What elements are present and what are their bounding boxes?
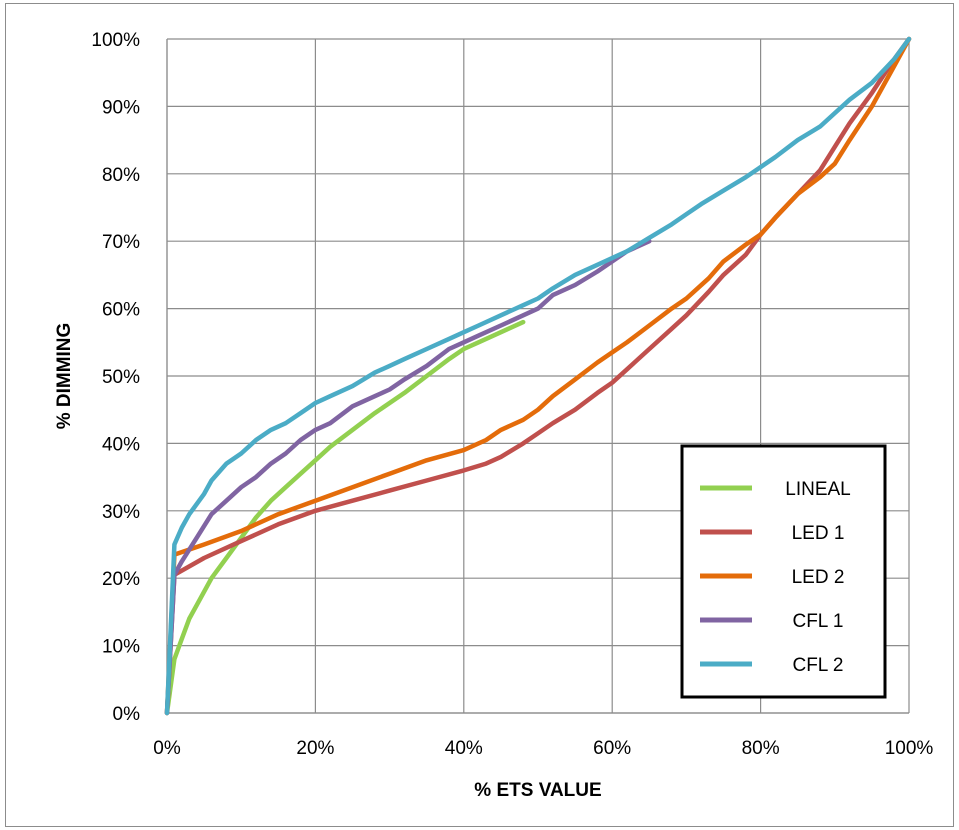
legend-label: LED 1 — [792, 523, 845, 544]
x-tick-label: 40% — [445, 738, 483, 759]
x-axis-title: % ETS VALUE — [474, 780, 601, 801]
y-tick-label: 80% — [102, 165, 140, 186]
y-tick-label: 60% — [102, 300, 140, 321]
y-tick-label: 20% — [102, 569, 140, 590]
y-tick-label: 50% — [102, 367, 140, 388]
legend-label: CFL 1 — [792, 611, 843, 632]
legend-box — [680, 444, 887, 699]
y-tick-label: 90% — [102, 97, 140, 118]
legend: LINEAL LED 1 LED 2 CFL 1 CFL 2 — [680, 444, 887, 699]
y-tick-label: 40% — [102, 434, 140, 455]
series-line-cfl-1 — [164, 238, 652, 716]
y-tick-label: 70% — [102, 232, 140, 253]
series-line-led-1 — [164, 36, 912, 716]
series-line-cfl-2 — [164, 36, 912, 716]
x-tick-labels: 0% 20% 40% 60% 80% 100% — [153, 738, 933, 759]
gridlines — [166, 38, 910, 714]
legend-label: CFL 2 — [792, 655, 843, 676]
legend-label: LED 2 — [792, 567, 845, 588]
y-tick-label: 100% — [91, 30, 140, 51]
x-tick-label: 100% — [885, 738, 934, 759]
y-tick-label: 10% — [102, 637, 140, 658]
y-tick-label: 30% — [102, 502, 140, 523]
x-tick-label: 0% — [153, 738, 181, 759]
series-line-lineal — [164, 319, 526, 716]
y-tick-label: 0% — [113, 704, 141, 725]
x-tick-label: 20% — [296, 738, 334, 759]
legend-label: LINEAL — [785, 479, 850, 500]
x-tick-label: 80% — [742, 738, 780, 759]
series-line-led-2 — [164, 36, 912, 716]
x-tick-label: 60% — [593, 738, 631, 759]
y-axis-title: % DIMMING — [54, 323, 75, 430]
series-lines — [164, 36, 912, 716]
y-tick-labels: 0% 10% 20% 30% 40% 50% 60% 70% 80% 90% 100% — [91, 30, 140, 725]
